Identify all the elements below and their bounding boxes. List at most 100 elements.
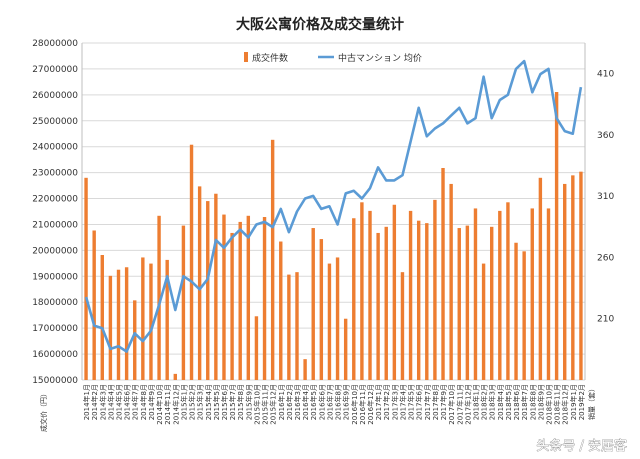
bar [416, 220, 421, 380]
bar [465, 225, 470, 380]
left-tick-label: 22000000 [32, 195, 78, 205]
bar [197, 186, 202, 380]
right-tick-label: 310 [597, 192, 614, 202]
x-tick-label: 2014年1月 [82, 384, 91, 420]
bar [376, 232, 380, 380]
x-tick-label: 2014年3月 [98, 384, 107, 420]
bar [522, 251, 526, 380]
x-tick-label: 2018年1月 [472, 384, 481, 420]
bar [295, 272, 299, 380]
x-tick-label: 2017年11月 [455, 384, 464, 425]
x-tick-label: 2014年11月 [163, 384, 172, 425]
left-tick-label: 16000000 [32, 350, 78, 360]
x-tick-label: 2016年7月 [325, 384, 334, 420]
x-tick-label: 2014年10月 [155, 384, 164, 425]
x-axis-ticks: 2014年1月 2014年2月 2014年3月 2014年4月 2014年5月 2014年… [82, 384, 586, 425]
x-tick-label: 2016年8月 [334, 384, 343, 420]
x-tick-label: 2014年8月 [139, 384, 148, 420]
legend: 成交件数 中古マンション 均价 [244, 52, 422, 64]
x-tick-label: 2018年5月 [504, 384, 513, 420]
x-tick-label: 2015年8月 [236, 384, 245, 420]
x-tick-label: 2014年6月 [123, 384, 132, 420]
x-tick-label: 2016年5月 [309, 384, 318, 420]
x-tick-label: 2018年4月 [496, 384, 505, 420]
watermark: 头条号 / 安居客 [536, 438, 627, 454]
bar [238, 221, 242, 380]
x-tick-label: 2016年6月 [317, 384, 326, 420]
bar [538, 177, 543, 380]
bar [157, 215, 161, 380]
bar [214, 193, 218, 380]
left-tick-label: 23000000 [32, 169, 78, 179]
bar [392, 204, 397, 380]
x-tick-label: 2014年2月 [90, 384, 99, 420]
bar [498, 210, 502, 380]
bar [222, 214, 226, 380]
x-tick-label: 2015年12月 [269, 384, 278, 425]
x-tick-label: 2016年2月 [285, 384, 294, 420]
x-tick-label: 2014年7月 [131, 384, 140, 420]
bar [141, 257, 145, 380]
x-tick-label: 2016年4月 [301, 384, 310, 420]
left-tick-label: 26000000 [32, 91, 78, 101]
bar [473, 208, 478, 380]
chart-title: 大阪公寓价格及成交量统计 [236, 16, 404, 33]
left-axis-ticks: 15000000 16000000 17000000 18000000 19000000… [32, 39, 78, 386]
bar [230, 232, 234, 380]
left-tick-label: 15000000 [32, 376, 78, 386]
bar [254, 316, 259, 380]
x-tick-label: 2017年12月 [463, 384, 472, 425]
bar [546, 208, 551, 380]
bar [124, 267, 129, 380]
x-tick-label: 2017年3月 [390, 384, 399, 420]
bar [165, 259, 169, 380]
x-tick-label: 2015年4月 [204, 384, 213, 420]
x-tick-label: 2017年7月 [423, 384, 432, 420]
left-tick-label: 21000000 [32, 220, 78, 230]
bar [189, 144, 194, 380]
bar [425, 223, 429, 380]
right-tick-label: 360 [597, 131, 614, 141]
bar [173, 373, 178, 380]
bar [441, 167, 445, 380]
bar [571, 175, 575, 380]
x-tick-label: 2016年10月 [350, 384, 359, 425]
x-tick-label: 2015年7月 [228, 384, 237, 420]
x-tick-label: 2016年9月 [342, 384, 351, 420]
bar [384, 226, 388, 380]
x-tick-label: 2014年9月 [147, 384, 156, 420]
x-tick-label: 2017年6月 [415, 384, 424, 420]
bar [303, 359, 307, 380]
bar [400, 272, 405, 380]
bar [335, 257, 340, 380]
bar [270, 139, 275, 380]
bar [489, 226, 494, 380]
bar [206, 201, 210, 380]
x-tick-label: 2014年12月 [171, 384, 180, 425]
bar [246, 215, 251, 380]
line-series [84, 59, 583, 353]
bar [108, 275, 113, 380]
right-tick-label: 410 [597, 70, 614, 80]
bar [311, 228, 315, 380]
bar [100, 255, 104, 380]
x-tick-label: 2015年9月 [244, 384, 253, 420]
bar [133, 300, 137, 380]
right-tick-label: 210 [597, 315, 614, 325]
bar [181, 225, 186, 380]
x-tick-label: 2018年10月 [545, 384, 554, 425]
legend-bar-swatch [244, 52, 248, 62]
x-tick-label: 2018年6月 [512, 384, 521, 420]
x-tick-label: 2015年10月 [252, 384, 261, 425]
x-tick-label: 2017年4月 [399, 384, 408, 420]
left-axis-label: 成交价（円） [39, 390, 48, 432]
legend-line-label: 中古マンション 均价 [338, 52, 422, 64]
x-tick-label: 2018年9月 [536, 384, 545, 420]
bar [92, 230, 96, 380]
bar [506, 202, 510, 380]
x-tick-label: 2014年4月 [106, 384, 115, 420]
left-tick-label: 27000000 [32, 65, 78, 75]
x-tick-label: 2015年3月 [196, 384, 205, 420]
bar [408, 210, 413, 380]
